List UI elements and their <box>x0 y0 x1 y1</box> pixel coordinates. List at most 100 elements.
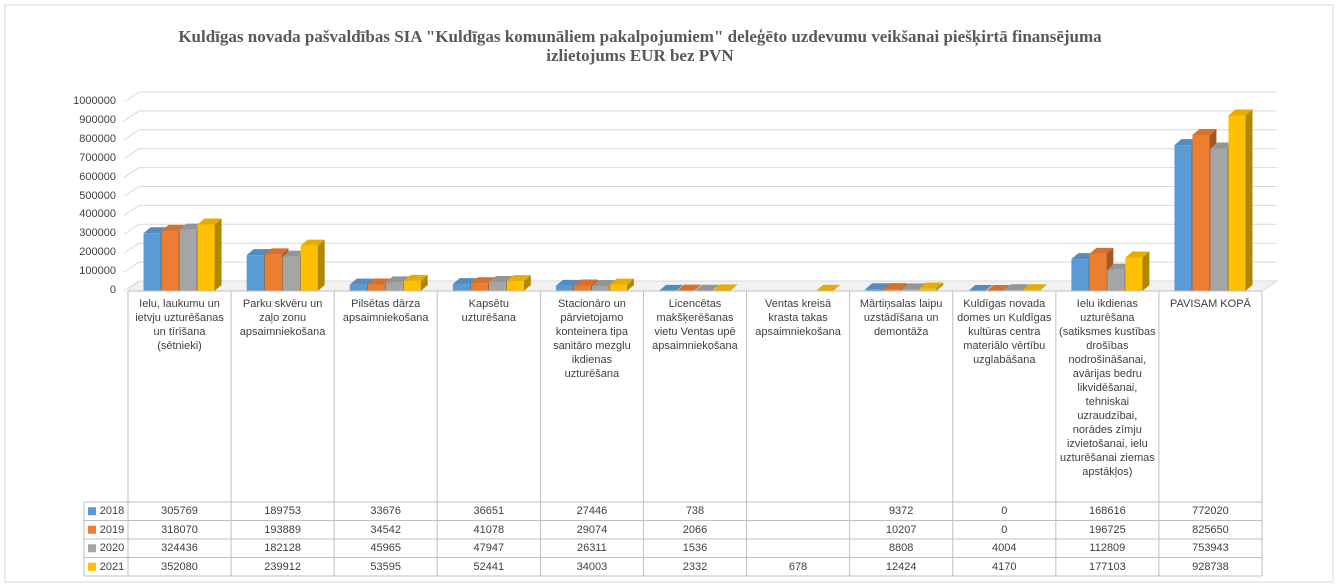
bar-side <box>730 284 737 291</box>
y-tick-label: 100000 <box>79 265 116 278</box>
table-value: 239912 <box>264 560 301 573</box>
legend-label: 2018 <box>99 505 125 517</box>
table-value: 33676 <box>370 505 401 517</box>
table-value: 26311 <box>577 542 607 554</box>
bar-front <box>1071 259 1089 291</box>
bar-side <box>420 274 428 291</box>
bar <box>1228 109 1253 291</box>
y-tick-label: 0 <box>109 284 116 296</box>
table-value: 10207 <box>885 523 917 536</box>
bar-front <box>385 282 403 291</box>
category-label: Stacionāro un pārvietojamo konteinera ti… <box>553 298 631 380</box>
table-value: 0 <box>1001 505 1008 517</box>
bar <box>919 282 944 291</box>
bar-front <box>246 255 264 291</box>
category-label: Ventas kreisā krasta takas apsaimniekoša… <box>755 298 841 338</box>
bar <box>506 275 531 291</box>
bar-top <box>659 284 683 291</box>
bar-side <box>936 282 944 291</box>
y-tick-label: 300000 <box>79 227 116 240</box>
table-value: 753943 <box>1192 542 1229 554</box>
bar-front <box>282 256 300 291</box>
table-value: 352080 <box>161 560 198 573</box>
category-label: Pilsētas dārza apsaimniekošana <box>342 298 429 324</box>
bar-top <box>816 284 841 291</box>
grid-line <box>123 186 140 197</box>
grid-line <box>123 110 140 122</box>
bar-side <box>214 218 222 291</box>
bar-side <box>712 284 719 291</box>
bar-top <box>403 274 428 281</box>
bar-top <box>986 285 1011 291</box>
table-value: 182128 <box>264 542 301 554</box>
bar-front <box>367 284 385 291</box>
table-value: 678 <box>788 560 808 573</box>
grid-line <box>123 242 140 254</box>
category-label: Ielu ikdienas uzturēšana (satiksmes kust… <box>1059 298 1156 478</box>
table-value: 4170 <box>992 560 1017 573</box>
bar-front <box>1125 257 1143 291</box>
y-tick-label: 900000 <box>79 113 116 126</box>
bar-front <box>197 224 215 291</box>
legend-label: 2021 <box>99 560 125 573</box>
grid-line <box>123 261 140 273</box>
category-label: Kuldīgas novada domes un Kuldīgas kultūr… <box>957 298 1052 366</box>
y-tick-label: 400000 <box>79 208 116 221</box>
category-label: Mārtiņsalas laipu uzstādīšana un demontā… <box>859 298 943 338</box>
bar-front <box>264 254 282 291</box>
grid-line <box>123 204 140 216</box>
bar-front <box>1174 145 1192 291</box>
bar-top <box>506 275 531 282</box>
bar-top <box>695 284 719 291</box>
bar-front <box>506 281 524 291</box>
bar-front <box>403 280 421 291</box>
bar-top <box>609 278 634 285</box>
bar <box>403 274 428 291</box>
bar-side <box>317 239 325 291</box>
grid-line <box>123 148 140 160</box>
table-value: 8808 <box>888 542 914 554</box>
grid-line <box>123 129 140 141</box>
bar-side <box>626 278 634 291</box>
table-value: 1536 <box>682 542 708 554</box>
bar-front <box>161 230 179 291</box>
bar-front <box>591 286 609 291</box>
bar-top <box>1228 109 1253 116</box>
y-tick-label: 600000 <box>79 170 116 183</box>
table-value: 9372 <box>888 505 914 517</box>
table-value: 53595 <box>370 560 401 573</box>
bar <box>986 285 1011 291</box>
category-label: PAVISAM KOPĀ <box>1169 298 1251 310</box>
table-value: 772020 <box>1192 505 1229 517</box>
grid-line <box>123 91 140 103</box>
bar-side <box>694 284 701 291</box>
bar-front <box>488 281 506 291</box>
table-value: 2066 <box>682 523 708 536</box>
y-tick-label: 700000 <box>79 151 116 164</box>
bar-front <box>349 284 367 291</box>
table-value: 324436 <box>161 542 198 554</box>
table-value: 41078 <box>473 523 505 536</box>
bar-top <box>161 224 186 231</box>
table-value: 29074 <box>576 523 608 536</box>
table-value: 825650 <box>1192 523 1229 536</box>
bar-top <box>555 279 580 286</box>
bar-side <box>523 275 531 291</box>
table-value: 168616 <box>1088 505 1126 517</box>
table-value: 305769 <box>161 505 198 517</box>
bar-front <box>901 289 919 291</box>
table-value: 177103 <box>1088 560 1126 573</box>
table-value: 36651 <box>473 505 505 517</box>
bar-side <box>833 284 841 291</box>
bar-top <box>197 218 222 225</box>
category-label: Ielu, laukumu un ietvju uzturēšanas un t… <box>135 298 224 352</box>
legend-key <box>88 507 96 516</box>
bar-top <box>968 285 993 291</box>
bar-front <box>555 285 573 291</box>
bar-top <box>865 283 890 290</box>
bar-top <box>452 278 477 285</box>
bar-top <box>591 280 616 287</box>
bar-top <box>573 279 598 286</box>
